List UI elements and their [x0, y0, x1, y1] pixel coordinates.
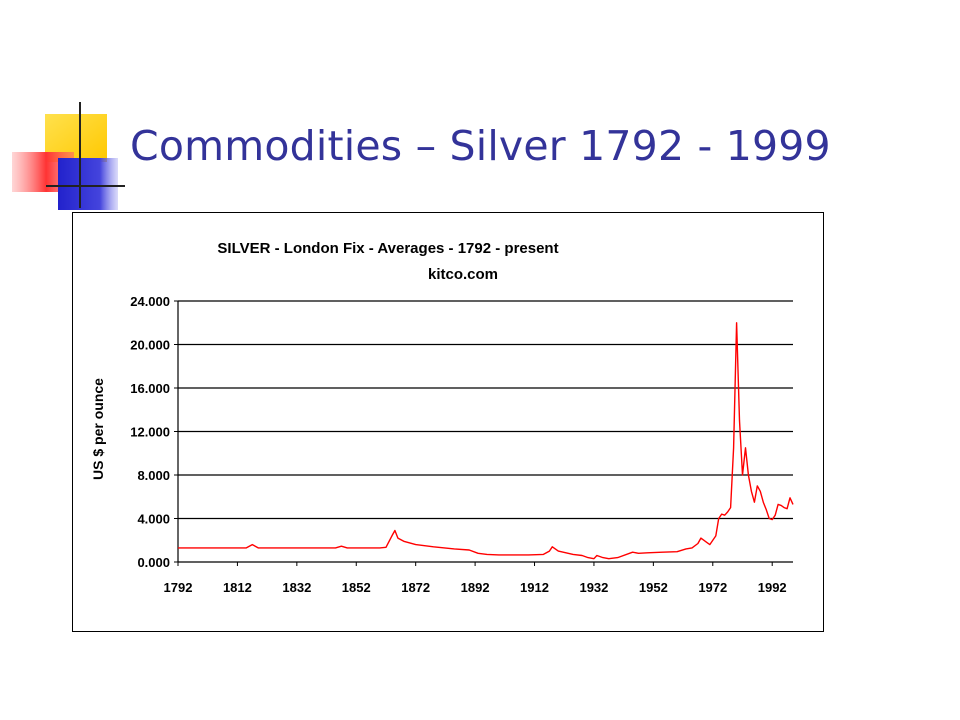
- y-tick-label: 8.000: [137, 468, 170, 483]
- chart-axes: [177, 301, 793, 563]
- x-tick-label: 1972: [698, 580, 727, 595]
- y-axis-ticks: 24.000 20.000 16.000 12.000 8.000 4.000 0.000: [130, 294, 178, 570]
- y-tick-label: 20.000: [130, 338, 170, 353]
- y-tick-label: 16.000: [130, 381, 170, 396]
- logo-blue-square: [58, 158, 118, 210]
- chart-subtitle: kitco.com: [428, 266, 498, 283]
- chart-gridlines: [178, 300, 793, 520]
- y-tick-label: 4.000: [137, 512, 170, 527]
- y-tick-label: 12.000: [130, 425, 170, 440]
- slide-title: Commodities – Silver 1792 - 1999: [130, 122, 831, 170]
- x-tick-label: 1812: [223, 580, 252, 595]
- x-tick-label: 1832: [282, 580, 311, 595]
- chart-frame: SILVER - London Fix - Averages - 1792 - …: [72, 212, 824, 632]
- logo-graphic: [12, 102, 125, 210]
- silver-price-chart: SILVER - London Fix - Averages - 1792 - …: [90, 240, 794, 595]
- x-tick-label: 1912: [520, 580, 549, 595]
- x-tick-label: 1872: [401, 580, 430, 595]
- x-tick-label: 1892: [461, 580, 490, 595]
- x-tick-label: 1852: [342, 580, 371, 595]
- chart-series: [178, 322, 794, 560]
- chart-title: SILVER - London Fix - Averages - 1792 - …: [217, 240, 558, 257]
- y-axis-label: US $ per ounce: [90, 378, 106, 480]
- y-tick-label: 0.000: [137, 555, 170, 570]
- y-tick-label: 24.000: [130, 294, 170, 309]
- x-tick-label: 1932: [579, 580, 608, 595]
- x-tick-label: 1992: [758, 580, 787, 595]
- x-tick-label: 1952: [639, 580, 668, 595]
- x-tick-label: 1792: [164, 580, 193, 595]
- series-line-0: [178, 322, 794, 560]
- x-axis-ticks: 1792 1812 1832 1852 1872 1892 1912 1932 1952 1972…: [164, 562, 787, 595]
